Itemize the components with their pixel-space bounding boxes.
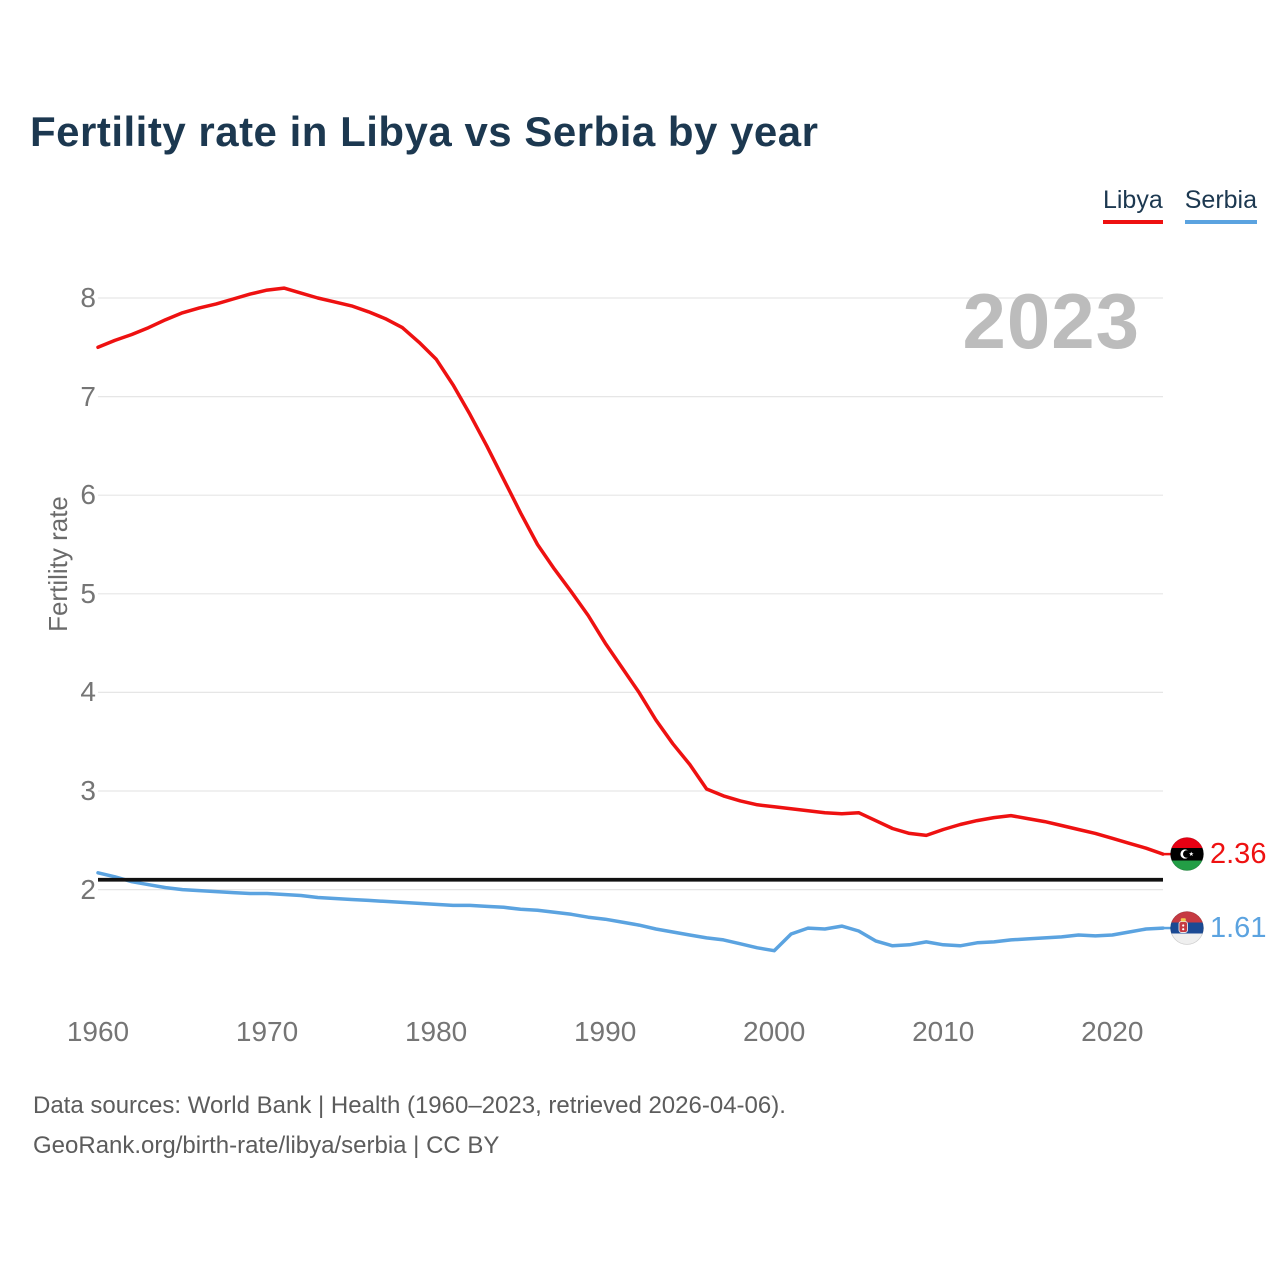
x-tick-label: 2010 xyxy=(912,1016,975,1047)
legend: Libya Serbia xyxy=(1102,186,1257,224)
series-line-serbia xyxy=(96,871,1165,953)
x-tick-label: 2020 xyxy=(1081,1016,1144,1047)
legend-item-serbia[interactable]: Serbia xyxy=(1184,186,1257,224)
series-line-libya xyxy=(96,286,1165,856)
y-tick-label: 7 xyxy=(80,380,96,412)
y-tick-label: 4 xyxy=(80,676,96,708)
y-tick-label: 6 xyxy=(80,479,96,511)
libya-flag-icon xyxy=(1170,837,1204,871)
y-tick-label: 3 xyxy=(80,775,96,806)
y-tick-label: 8 xyxy=(80,282,96,313)
y-tick-label: 5 xyxy=(80,577,96,609)
x-tick-label: 1990 xyxy=(573,1016,637,1047)
libya-end-value: 2.36 xyxy=(1210,838,1267,871)
x-tick-label: 1960 xyxy=(66,1016,130,1047)
legend-item-libya[interactable]: Libya xyxy=(1102,186,1163,224)
chart-title: Fertility rate in Libya vs Serbia by yea… xyxy=(30,108,819,155)
footer-source-line: Data sources: World Bank | Health (1960–… xyxy=(33,1092,786,1119)
y-tick-label: 2 xyxy=(80,873,96,905)
x-tick-label: 2000 xyxy=(743,1016,806,1047)
footer-attribution-line: GeoRank.org/birth-rate/libya/serbia | CC… xyxy=(33,1132,500,1159)
watermark-year: 2023 xyxy=(962,277,1140,365)
x-tick-label: 1980 xyxy=(404,1016,468,1047)
serbia-flag-icon xyxy=(1170,911,1204,945)
x-tick-label: 1970 xyxy=(235,1016,299,1047)
footer: Data sources: World Bank | Health (1960–… xyxy=(33,1086,786,1166)
serbia-end-value: 1.61 xyxy=(1210,912,1267,945)
